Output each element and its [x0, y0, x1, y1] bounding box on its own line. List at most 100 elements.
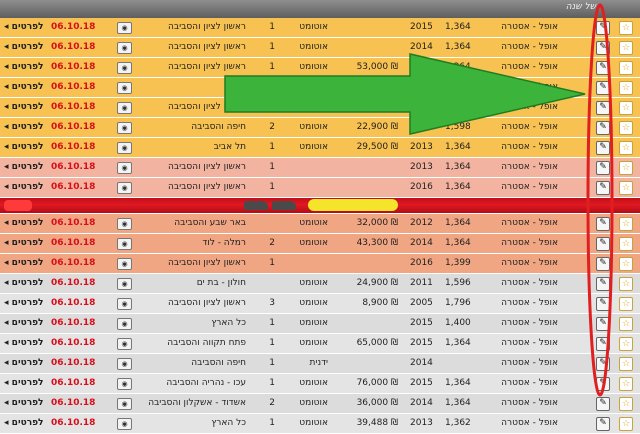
details-link[interactable]: ◂ לפרטים	[4, 98, 43, 117]
favorite-star-icon[interactable]: ☆	[619, 81, 633, 95]
favorite-star-icon[interactable]: ☆	[619, 317, 633, 331]
details-link[interactable]: ◂ לפרטים	[4, 414, 43, 433]
listing-row[interactable]: ☆ ✎ אופל - אסטרה 1,364 2016 1 ראשון לציון והסב…	[0, 178, 640, 198]
details-link[interactable]: ◂ לפרטים	[4, 178, 43, 197]
listing-row[interactable]: ☆ ✎ אופל - אסטרה ראשון לציון והסביבה ◉ 06.10.…	[0, 98, 640, 118]
favorite-star-icon[interactable]: ☆	[619, 277, 633, 291]
details-link[interactable]: ◂ לפרטים	[4, 314, 43, 333]
camera-icon[interactable]: ◉	[117, 418, 132, 430]
favorite-star-icon[interactable]: ☆	[619, 161, 633, 175]
camera-icon[interactable]: ◉	[117, 358, 132, 370]
edit-pencil-icon[interactable]: ✎	[596, 61, 610, 75]
listing-row[interactable]: ☆ ✎ אופל - אסטרה 1,596 2011 24,900 ₪ אוטומט חול…	[0, 274, 640, 294]
details-link[interactable]: ◂ לפרטים	[4, 118, 43, 137]
edit-pencil-icon[interactable]: ✎	[596, 237, 610, 251]
details-link[interactable]: ◂ לפרטים	[4, 254, 43, 273]
details-link[interactable]: ◂ לפרטים	[4, 78, 43, 97]
edit-pencil-icon[interactable]: ✎	[596, 257, 610, 271]
promo-banner[interactable]	[0, 198, 640, 214]
camera-icon[interactable]: ◉	[117, 218, 132, 230]
listing-row[interactable]: ☆ ✎ אופל - אסטרה 1,400 2015 אוטומט 1 כל הארץ ◉ 06…	[0, 314, 640, 334]
details-link[interactable]: ◂ לפרטים	[4, 158, 43, 177]
favorite-star-icon[interactable]: ☆	[619, 121, 633, 135]
details-link[interactable]: ◂ לפרטים	[4, 234, 43, 253]
details-link[interactable]: ◂ לפרטים	[4, 334, 43, 353]
listing-row[interactable]: ☆ ✎ אופל - אסטרה 1,598 2011 22,900 ₪ אוטומט 2 חי…	[0, 118, 640, 138]
edit-pencil-icon[interactable]: ✎	[596, 41, 610, 55]
details-link[interactable]: ◂ לפרטים	[4, 18, 43, 37]
listing-row[interactable]: ☆ ✎ אופל - אסטרה 1,399 2016 1 ראשון לציון והסב…	[0, 254, 640, 274]
listing-row[interactable]: ☆ ✎ אופל - אסטרה 1,362 2013 39,488 ₪ אוטומט 1 כל…	[0, 414, 640, 434]
listing-row[interactable]: ☆ ✎ אופל - אסטרה 2014 ידנית 1 חיפה והסביבה ◉ 06.…	[0, 354, 640, 374]
favorite-star-icon[interactable]: ☆	[619, 181, 633, 195]
edit-pencil-icon[interactable]: ✎	[596, 357, 610, 371]
favorite-star-icon[interactable]: ☆	[619, 397, 633, 411]
edit-pencil-icon[interactable]: ✎	[596, 141, 610, 155]
details-link[interactable]: ◂ לפרטים	[4, 38, 43, 57]
listing-row[interactable]: ☆ ✎ אופל - אסטרה 1,364 2015 אוטומט 1 ראשון לציו…	[0, 18, 640, 38]
favorite-star-icon[interactable]: ☆	[619, 21, 633, 35]
camera-icon[interactable]: ◉	[117, 62, 132, 74]
listing-row[interactable]: ☆ ✎ אופל - אסטרה ◉ 06.10.18 ◂ לפרטים	[0, 78, 640, 98]
edit-pencil-icon[interactable]: ✎	[596, 181, 610, 195]
details-link[interactable]: ◂ לפרטים	[4, 354, 43, 373]
edit-pencil-icon[interactable]: ✎	[596, 337, 610, 351]
listing-row[interactable]: ☆ ✎ אופל - אסטרה 1,364 2015 65,000 ₪ אוטומט 1 פת…	[0, 334, 640, 354]
listing-row[interactable]: ☆ ✎ אופל - אסטרה 1,364 2014 אוטומט 1 ראשון לציו…	[0, 38, 640, 58]
favorite-star-icon[interactable]: ☆	[619, 337, 633, 351]
details-link[interactable]: ◂ לפרטים	[4, 394, 43, 413]
camera-icon[interactable]: ◉	[117, 378, 132, 390]
favorite-star-icon[interactable]: ☆	[619, 377, 633, 391]
listing-row[interactable]: ☆ ✎ אופל - אסטרה 1,364 2012 32,000 ₪ אוטומט באר…	[0, 214, 640, 234]
edit-pencil-icon[interactable]: ✎	[596, 81, 610, 95]
listing-row[interactable]: ☆ ✎ אופל - אסטרה 1,364 2013 29,500 ₪ אוטומט 1 תל…	[0, 138, 640, 158]
listing-row[interactable]: ☆ ✎ אופל - אסטרה 1,364 2014 36,000 ₪ אוטומט 2 אש…	[0, 394, 640, 414]
edit-pencil-icon[interactable]: ✎	[596, 397, 610, 411]
camera-icon[interactable]: ◉	[117, 42, 132, 54]
camera-icon[interactable]: ◉	[117, 122, 132, 134]
edit-pencil-icon[interactable]: ✎	[596, 277, 610, 291]
camera-icon[interactable]: ◉	[117, 298, 132, 310]
camera-icon[interactable]: ◉	[117, 318, 132, 330]
listing-row[interactable]: ☆ ✎ אופל - אסטרה 1,364 2014 53,000 ₪ אוטומט 1 רא…	[0, 58, 640, 78]
edit-pencil-icon[interactable]: ✎	[596, 317, 610, 331]
edit-pencil-icon[interactable]: ✎	[596, 101, 610, 115]
camera-icon[interactable]: ◉	[117, 182, 132, 194]
camera-icon[interactable]: ◉	[117, 338, 132, 350]
camera-icon[interactable]: ◉	[117, 278, 132, 290]
camera-icon[interactable]: ◉	[117, 162, 132, 174]
edit-pencil-icon[interactable]: ✎	[596, 417, 610, 431]
details-link[interactable]: ◂ לפרטים	[4, 214, 43, 233]
listing-row[interactable]: ☆ ✎ אופל - אסטרה 1,364 2013 1 ראשון לציון והסב…	[0, 158, 640, 178]
camera-icon[interactable]: ◉	[117, 258, 132, 270]
edit-pencil-icon[interactable]: ✎	[596, 161, 610, 175]
details-link[interactable]: ◂ לפרטים	[4, 138, 43, 157]
camera-icon[interactable]: ◉	[117, 238, 132, 250]
favorite-star-icon[interactable]: ☆	[619, 297, 633, 311]
favorite-star-icon[interactable]: ☆	[619, 217, 633, 231]
details-link[interactable]: ◂ לפרטים	[4, 274, 43, 293]
camera-icon[interactable]: ◉	[117, 82, 132, 94]
listing-row[interactable]: ☆ ✎ אופל - אסטרה 1,796 2005 8,900 ₪ אוטומט 3 ראש…	[0, 294, 640, 314]
edit-pencil-icon[interactable]: ✎	[596, 121, 610, 135]
favorite-star-icon[interactable]: ☆	[619, 101, 633, 115]
edit-pencil-icon[interactable]: ✎	[596, 21, 610, 35]
details-link[interactable]: ◂ לפרטים	[4, 294, 43, 313]
favorite-star-icon[interactable]: ☆	[619, 141, 633, 155]
favorite-star-icon[interactable]: ☆	[619, 61, 633, 75]
details-link[interactable]: ◂ לפרטים	[4, 374, 43, 393]
details-link[interactable]: ◂ לפרטים	[4, 58, 43, 77]
favorite-star-icon[interactable]: ☆	[619, 417, 633, 431]
listing-row[interactable]: ☆ ✎ אופל - אסטרה 1,364 2014 43,300 ₪ אוטומט 2 רמ…	[0, 234, 640, 254]
edit-pencil-icon[interactable]: ✎	[596, 297, 610, 311]
listing-row[interactable]: ☆ ✎ אופל - אסטרה 1,364 2015 76,000 ₪ אוטומט 1 עכ…	[0, 374, 640, 394]
favorite-star-icon[interactable]: ☆	[619, 357, 633, 371]
edit-pencil-icon[interactable]: ✎	[596, 377, 610, 391]
camera-icon[interactable]: ◉	[117, 102, 132, 114]
favorite-star-icon[interactable]: ☆	[619, 257, 633, 271]
favorite-star-icon[interactable]: ☆	[619, 41, 633, 55]
camera-icon[interactable]: ◉	[117, 22, 132, 34]
camera-icon[interactable]: ◉	[117, 142, 132, 154]
edit-pencil-icon[interactable]: ✎	[596, 217, 610, 231]
favorite-star-icon[interactable]: ☆	[619, 237, 633, 251]
